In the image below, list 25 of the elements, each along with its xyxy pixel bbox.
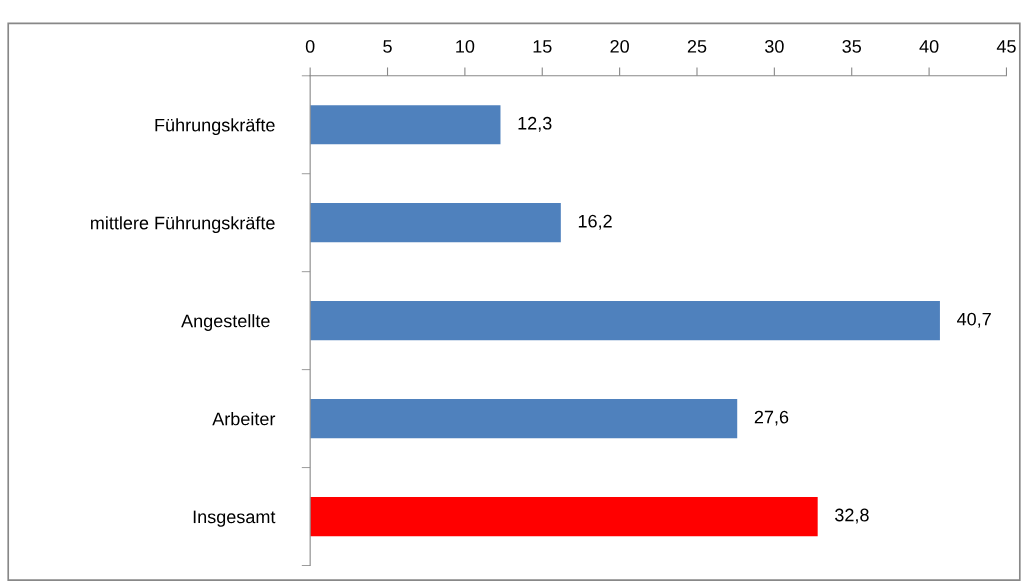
y-tick-label: Arbeiter — [212, 412, 276, 426]
bar — [310, 399, 738, 439]
data-label: 40,7 — [957, 312, 991, 328]
x-tick-label: 45 — [996, 40, 1016, 53]
x-tick-label: 35 — [842, 39, 862, 53]
x-tick-label: 15 — [533, 40, 552, 53]
y-tick-label: mittlere Führungskräfte — [91, 216, 275, 233]
x-tick-label: 5 — [383, 40, 392, 53]
y-tick-label: Angestellte — [181, 314, 270, 331]
data-label: 32,8 — [835, 508, 869, 524]
x-tick-label: 10 — [456, 39, 475, 53]
bar — [310, 301, 940, 341]
y-tick-label: Führungskräfte — [155, 118, 275, 136]
bar — [310, 203, 561, 243]
x-tick-label: 30 — [765, 39, 784, 53]
x-tick-label: 20 — [610, 39, 629, 53]
y-tick-label: Insgesamt — [193, 510, 276, 527]
x-tick-label: 40 — [919, 39, 939, 53]
data-label: 27,6 — [754, 410, 789, 426]
bar — [310, 105, 501, 145]
x-tick-label: 0 — [305, 39, 315, 53]
data-label: 12,3 — [518, 116, 552, 132]
data-label: 16,2 — [578, 214, 612, 230]
bar — [310, 496, 818, 537]
x-tick-label: 25 — [687, 39, 707, 53]
